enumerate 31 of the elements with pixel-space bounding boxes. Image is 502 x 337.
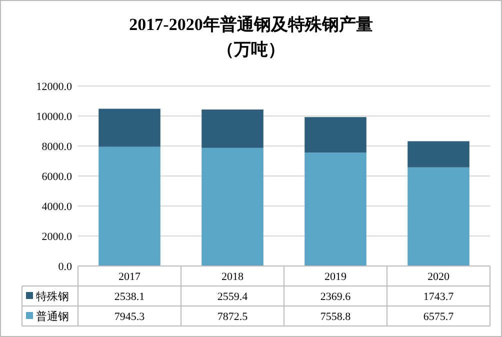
y-tick-label: 0.0 (58, 261, 72, 273)
data-label: 1743.7 (423, 291, 454, 303)
chart-title: 2017-2020年普通钢及特殊钢产量 (129, 14, 373, 34)
data-label: 2538.1 (114, 291, 145, 303)
data-label: 7945.3 (114, 311, 146, 323)
y-tick-label: 4000.0 (42, 201, 72, 213)
data-label: 2559.4 (217, 291, 248, 303)
bar (304, 152, 366, 266)
data-label: 6575.7 (423, 311, 454, 323)
chart-subtitle: （万吨） (217, 40, 285, 59)
bar (98, 108, 160, 147)
x-tick-label: 2018 (222, 271, 244, 283)
bar (408, 141, 470, 168)
x-tick-label: 2019 (324, 271, 347, 283)
legend-label: 普通钢 (36, 310, 69, 323)
bar (202, 110, 264, 148)
y-tick-label: 6000.0 (42, 171, 72, 183)
legend-label: 特殊钢 (36, 290, 69, 303)
data-label: 7872.5 (217, 311, 248, 323)
data-label: 2369.6 (320, 291, 352, 303)
y-tick-label: 12000.0 (36, 81, 72, 93)
y-tick-label: 10000.0 (36, 111, 72, 123)
bar (202, 148, 264, 266)
y-tick-label: 2000.0 (42, 231, 72, 243)
data-label: 7558.8 (320, 311, 352, 323)
y-tick-label: 8000.0 (42, 141, 72, 153)
bar (304, 117, 366, 153)
x-tick-label: 2020 (428, 271, 450, 283)
x-tick-label: 2017 (118, 271, 141, 283)
bar (408, 167, 470, 266)
bar (98, 146, 160, 266)
